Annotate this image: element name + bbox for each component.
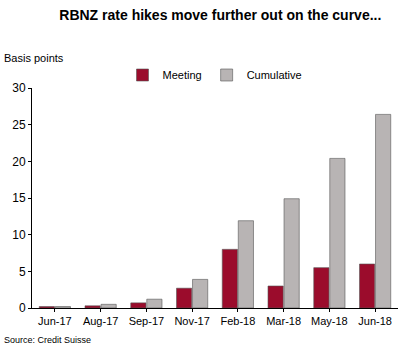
svg-text:Mar-18: Mar-18 (266, 315, 301, 327)
svg-text:Jun-18: Jun-18 (358, 315, 392, 327)
svg-text:5: 5 (19, 265, 26, 279)
svg-text:Source: Credit Suisse: Source: Credit Suisse (4, 335, 91, 345)
svg-text:Meeting: Meeting (163, 69, 202, 81)
svg-text:Jun-17: Jun-17 (38, 315, 72, 327)
svg-text:10: 10 (12, 228, 26, 242)
svg-text:RBNZ rate hikes move further o: RBNZ rate hikes move further out on the … (59, 7, 381, 23)
svg-text:Feb-18: Feb-18 (220, 315, 255, 327)
svg-text:May-18: May-18 (311, 315, 348, 327)
svg-text:Cumulative: Cumulative (247, 69, 302, 81)
svg-text:20: 20 (12, 155, 26, 169)
svg-text:25: 25 (12, 118, 26, 132)
svg-text:Sep-17: Sep-17 (129, 315, 164, 327)
svg-text:15: 15 (12, 191, 26, 205)
svg-text:Nov-17: Nov-17 (174, 315, 209, 327)
svg-text:Basis points: Basis points (4, 52, 64, 64)
svg-text:Aug-17: Aug-17 (83, 315, 118, 327)
svg-text:30: 30 (12, 81, 26, 95)
svg-text:0: 0 (19, 301, 26, 315)
